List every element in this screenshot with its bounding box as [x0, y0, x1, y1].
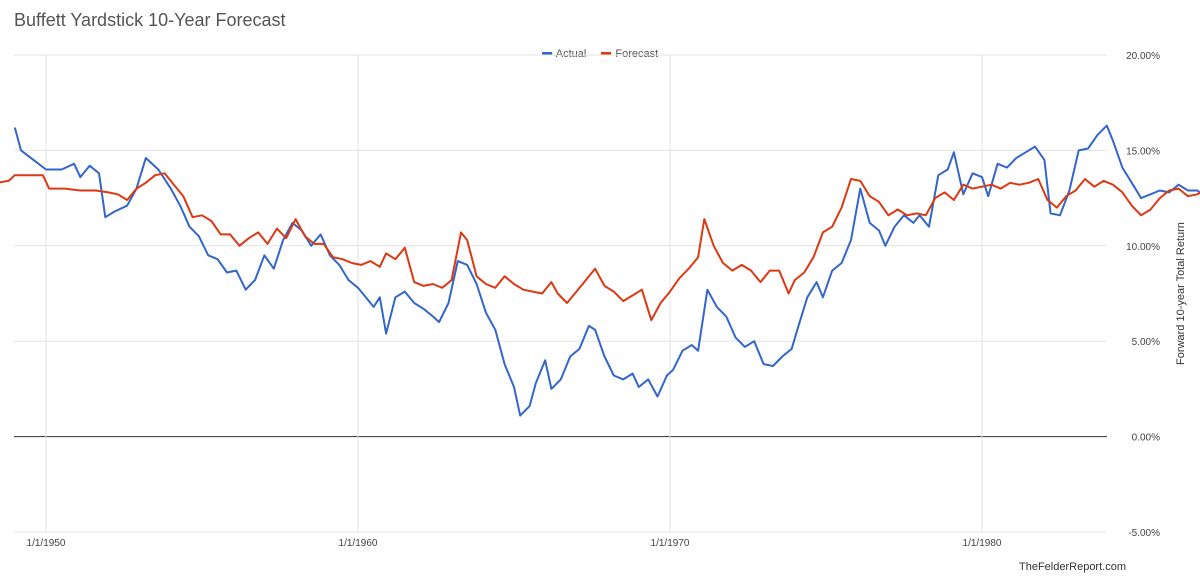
- legend-label-forecast: Forecast: [615, 48, 659, 60]
- legend-swatch-forecast: [601, 51, 612, 55]
- x-axis-ticks: 1/1/19501/1/19601/1/19701/1/19801/1/1990…: [27, 538, 1002, 549]
- y-axis-ticks: 20.00% 15.00% 10.00% 5.00% 0.00% -5.00%: [1126, 51, 1160, 539]
- x-tick-label: 1/1/1950: [27, 538, 66, 549]
- legend-item-forecast[interactable]: Forecast: [601, 48, 658, 60]
- chart-legend: Actual Forecast: [0, 48, 1200, 60]
- y-axis-title: Forward 10-year Total Return: [1175, 222, 1187, 365]
- legend-label-actual: Actual: [555, 48, 587, 60]
- y-tick-label: 15.00%: [1126, 146, 1160, 157]
- x-tick-label: 1/1/1960: [339, 538, 378, 549]
- source-credit: TheFelderReport.com: [1019, 561, 1126, 573]
- legend-item-actual[interactable]: Actual: [541, 48, 587, 60]
- y-tick-label: 10.00%: [1126, 242, 1160, 253]
- series-group: [0, 124, 1200, 417]
- y-tick-label: -5.00%: [1128, 528, 1160, 539]
- legend-swatch-actual: [541, 51, 552, 55]
- x-tick-label: 1/1/1970: [651, 538, 690, 549]
- series-line-forecast: [0, 172, 1200, 322]
- chart-title: Buffett Yardstick 10-Year Forecast: [14, 10, 286, 30]
- series-line-actual: [13, 124, 1200, 417]
- y-tick-label: 20.00%: [1126, 51, 1160, 62]
- grid-lines: [14, 54, 1107, 533]
- y-tick-label: 0.00%: [1132, 433, 1160, 444]
- x-tick-label: 1/1/1980: [963, 538, 1002, 549]
- y-tick-label: 5.00%: [1132, 337, 1160, 348]
